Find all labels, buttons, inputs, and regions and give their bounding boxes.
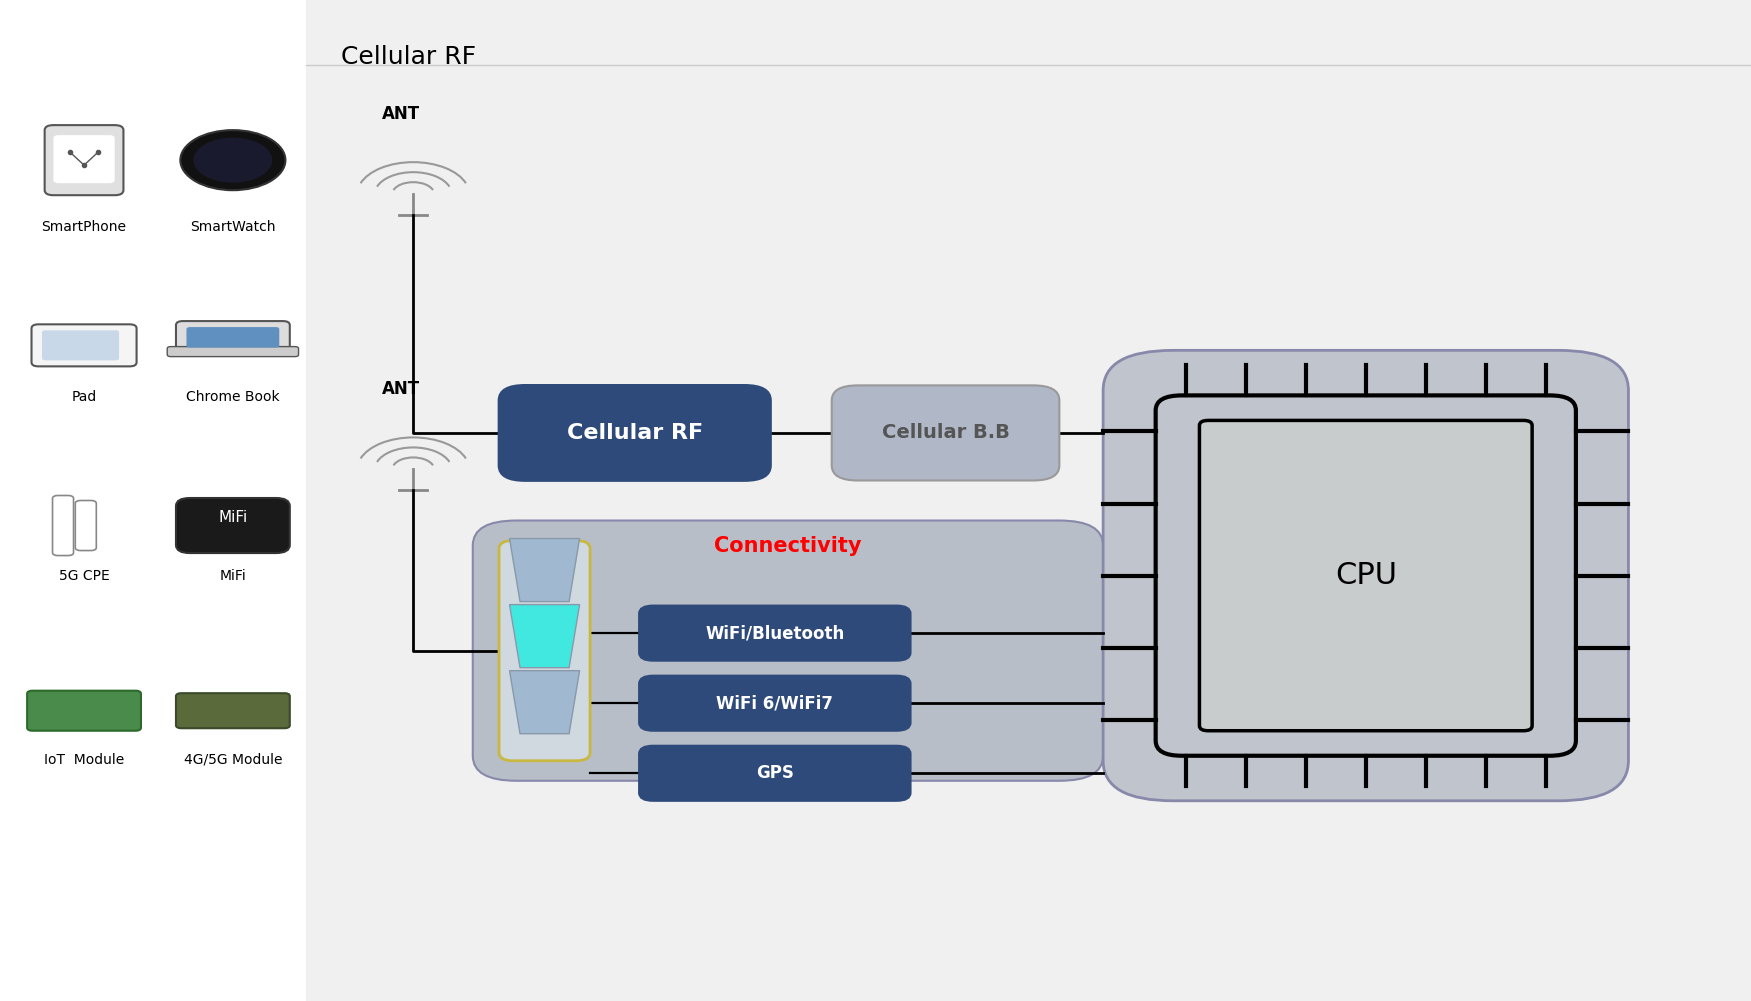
FancyBboxPatch shape — [175, 498, 291, 553]
FancyBboxPatch shape — [832, 385, 1059, 480]
FancyBboxPatch shape — [175, 693, 291, 729]
Text: 5G CPE: 5G CPE — [60, 569, 109, 583]
Circle shape — [193, 138, 271, 183]
FancyBboxPatch shape — [175, 321, 291, 353]
FancyBboxPatch shape — [53, 135, 116, 183]
FancyBboxPatch shape — [1103, 350, 1628, 801]
FancyBboxPatch shape — [473, 521, 1103, 781]
FancyBboxPatch shape — [639, 746, 911, 801]
FancyBboxPatch shape — [46, 125, 123, 195]
FancyBboxPatch shape — [26, 691, 140, 731]
Text: WiFi 6/WiFi7: WiFi 6/WiFi7 — [716, 695, 833, 712]
Text: MiFi: MiFi — [219, 511, 247, 525]
Text: GPS: GPS — [756, 765, 793, 782]
Text: Cellular B.B: Cellular B.B — [881, 423, 1010, 442]
FancyBboxPatch shape — [639, 676, 911, 731]
Text: IoT  Module: IoT Module — [44, 753, 124, 767]
FancyBboxPatch shape — [499, 541, 590, 761]
FancyBboxPatch shape — [42, 330, 119, 360]
FancyBboxPatch shape — [306, 0, 1751, 1001]
Text: Connectivity: Connectivity — [714, 536, 861, 556]
FancyBboxPatch shape — [639, 606, 911, 661]
FancyBboxPatch shape — [166, 346, 298, 356]
FancyBboxPatch shape — [1156, 395, 1576, 756]
Text: Chrome Book: Chrome Book — [186, 390, 280, 404]
Text: 4G/5G Module: 4G/5G Module — [184, 753, 282, 767]
Circle shape — [180, 130, 285, 190]
Text: Cellular RF: Cellular RF — [567, 423, 702, 442]
Polygon shape — [510, 605, 580, 668]
FancyBboxPatch shape — [32, 324, 137, 366]
FancyBboxPatch shape — [0, 0, 306, 1001]
Text: ANT: ANT — [382, 380, 420, 398]
Text: ANT: ANT — [382, 105, 420, 123]
Text: MiFi: MiFi — [219, 569, 247, 583]
Text: CPU: CPU — [1334, 562, 1397, 590]
Text: WiFi/Bluetooth: WiFi/Bluetooth — [706, 625, 844, 642]
Text: SmartPhone: SmartPhone — [42, 220, 126, 234]
Polygon shape — [510, 539, 580, 602]
FancyBboxPatch shape — [499, 385, 770, 480]
Polygon shape — [510, 671, 580, 734]
FancyBboxPatch shape — [186, 327, 280, 347]
Text: Pad: Pad — [72, 390, 96, 404]
Text: SmartWatch: SmartWatch — [191, 220, 275, 234]
Text: Cellular RF: Cellular RF — [341, 45, 476, 69]
FancyBboxPatch shape — [75, 500, 96, 551]
FancyBboxPatch shape — [1199, 420, 1532, 731]
FancyBboxPatch shape — [53, 495, 74, 556]
